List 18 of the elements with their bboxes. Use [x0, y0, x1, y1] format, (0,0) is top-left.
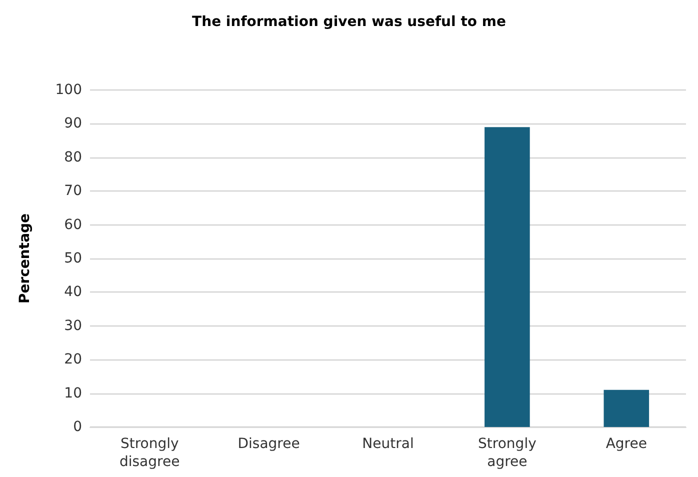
x-tick-label: Strongly disagree — [119, 436, 180, 470]
y-tick-label: 50 — [64, 250, 82, 266]
y-tick-label: 80 — [64, 149, 82, 166]
y-tick-label: 10 — [64, 385, 82, 402]
x-tick-label: Strongly agree — [478, 436, 536, 470]
y-tick-label: 70 — [64, 183, 82, 200]
chart-title: The information given was useful to me — [192, 14, 506, 30]
y-axis-title: Percentage — [17, 213, 33, 304]
y-tick-label: 100 — [55, 82, 82, 98]
x-tick-label: Neutral — [362, 436, 414, 452]
y-tick-label: 90 — [64, 116, 82, 132]
y-tick-label: 40 — [64, 284, 82, 300]
x-tick-label: Disagree — [238, 436, 300, 452]
y-tick-label: 30 — [64, 318, 82, 334]
y-tick-label: 0 — [73, 419, 82, 435]
x-tick-label: Agree — [606, 436, 647, 452]
y-tick-label: 60 — [64, 216, 82, 233]
y-tick-label: 20 — [64, 352, 82, 368]
